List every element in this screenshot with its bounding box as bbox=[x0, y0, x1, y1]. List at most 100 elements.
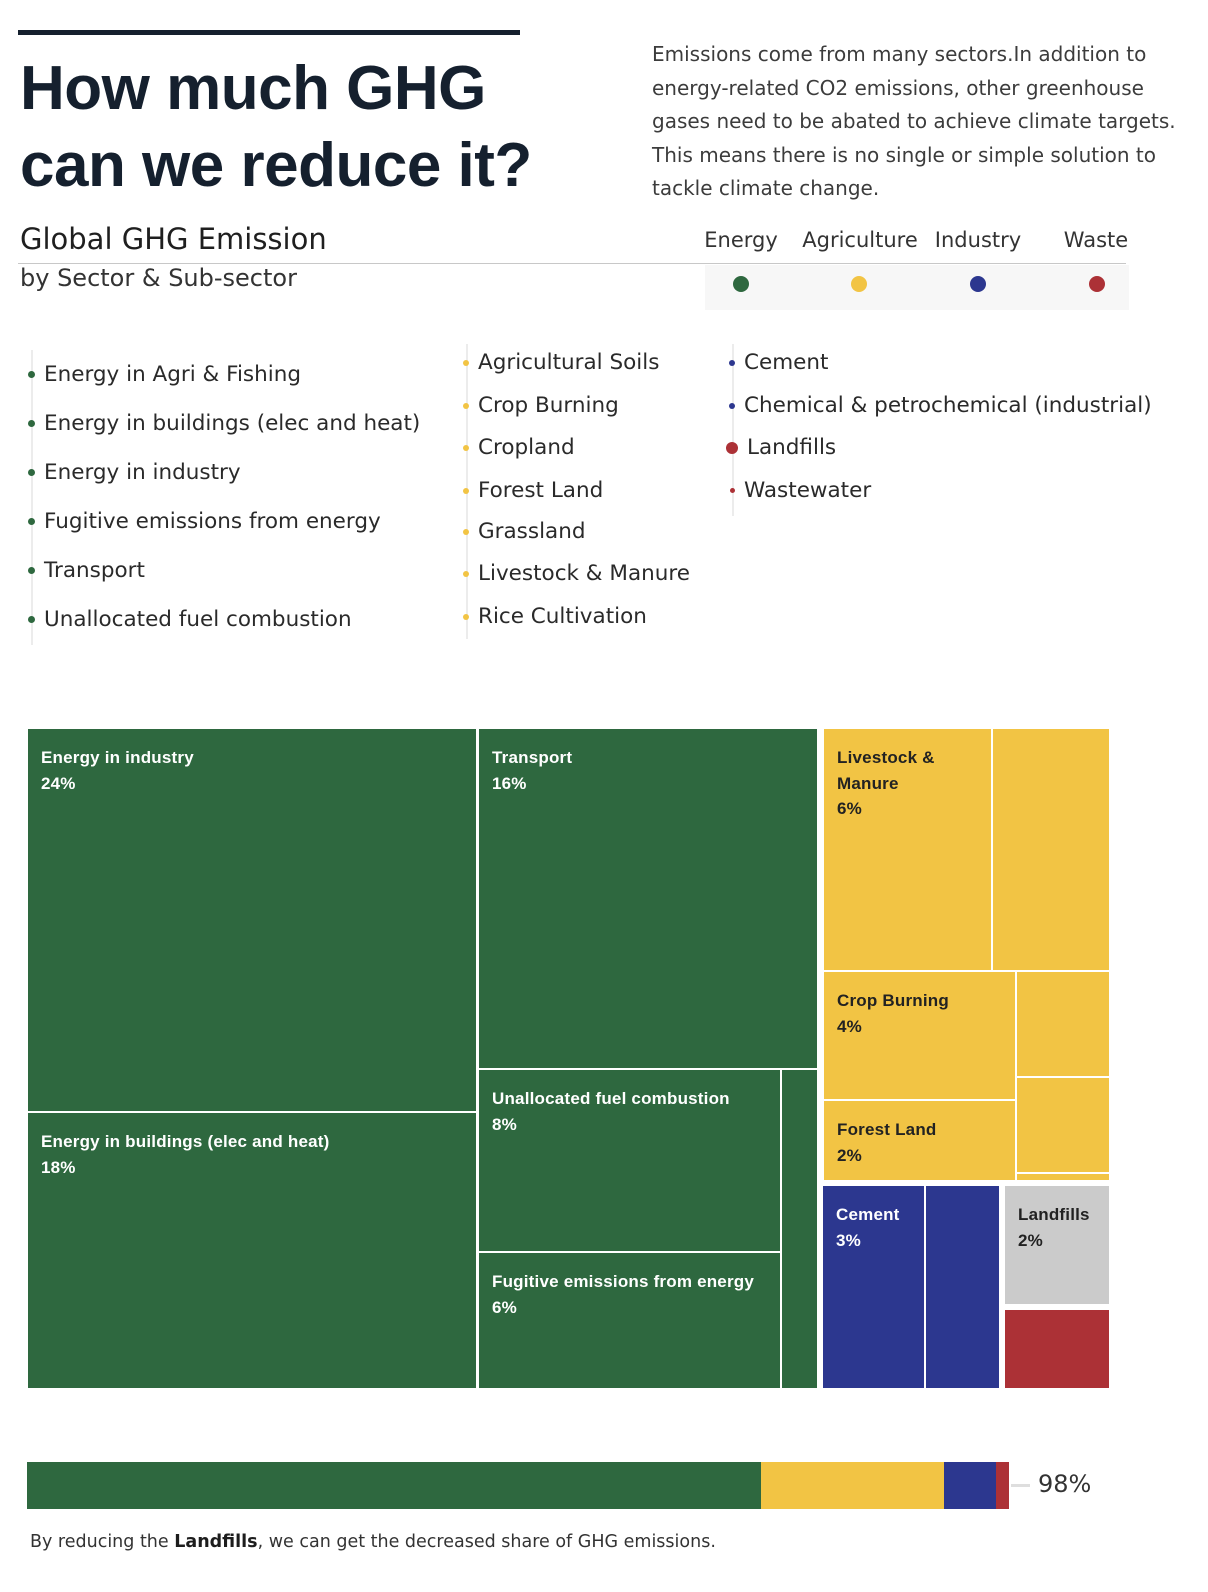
bullet-icon bbox=[463, 613, 469, 620]
share-bar-segment-agriculture[interactable] bbox=[761, 1462, 944, 1509]
treemap-cell-label: Forest Land bbox=[837, 1120, 937, 1139]
subsector-label: Grassland bbox=[478, 519, 586, 544]
subsector-item-energy-industry[interactable]: Energy in industry bbox=[28, 460, 241, 485]
treemap-cell-label: Crop Burning bbox=[837, 991, 949, 1010]
subsector-label: Energy in industry bbox=[44, 460, 241, 485]
treemap-cell-value: 18% bbox=[41, 1157, 76, 1177]
subsector-item-agricultural-soils[interactable]: Agricultural Soils bbox=[463, 350, 659, 375]
treemap-cell-livestock-manure[interactable]: Livestock & Manure 6% bbox=[822, 727, 993, 972]
treemap-cell-energy-in-industry[interactable]: Energy in industry 24% bbox=[26, 727, 478, 1113]
subsector-item-unallocated-fuel[interactable]: Unallocated fuel combustion bbox=[28, 607, 352, 632]
subsector-item-cropland[interactable]: Cropland bbox=[463, 435, 575, 460]
treemap-cell-forest-land[interactable]: Forest Land 2% bbox=[822, 1099, 1017, 1182]
bar-end-marker bbox=[1011, 1484, 1030, 1487]
subsector-item-chemical[interactable]: Chemical & petrochemical (industrial) bbox=[729, 393, 1152, 418]
treemap-cell-value: 6% bbox=[837, 799, 862, 818]
subsector-label: Forest Land bbox=[478, 478, 604, 503]
treemap-cell-energy-agri-fishing[interactable] bbox=[780, 1068, 819, 1390]
footnote-highlight: Landfills bbox=[174, 1532, 258, 1552]
treemap-cell-chemical-petrochemical[interactable] bbox=[924, 1184, 1001, 1390]
page-title: How much GHG can we reduce it? bbox=[20, 50, 620, 204]
subsector-label: Landfills bbox=[747, 435, 837, 460]
bullet-icon bbox=[28, 371, 35, 378]
treemap-cell-agricultural-soils[interactable] bbox=[991, 727, 1111, 972]
bullet-icon bbox=[28, 420, 35, 427]
treemap-cell-label: Cement bbox=[836, 1205, 900, 1224]
list-divider bbox=[732, 344, 734, 516]
chart-title: Global GHG Emission bbox=[20, 222, 327, 256]
legend-label-agriculture[interactable]: Agriculture bbox=[802, 228, 918, 252]
bullet-icon bbox=[463, 487, 469, 494]
subsector-item-transport[interactable]: Transport bbox=[28, 558, 145, 583]
treemap-cell-transport[interactable]: Transport 16% bbox=[477, 727, 819, 1070]
subsector-item-energy-agri-fishing[interactable]: Energy in Agri & Fishing bbox=[28, 362, 301, 387]
treemap-cell-value: 2% bbox=[1018, 1230, 1043, 1250]
divider bbox=[18, 263, 1126, 264]
subsector-item-livestock-manure[interactable]: Livestock & Manure bbox=[463, 561, 690, 586]
treemap-cell-energy-in-buildings[interactable]: Energy in buildings (elec and heat) 18% bbox=[26, 1111, 478, 1390]
subsector-label: Energy in buildings (elec and heat) bbox=[44, 411, 421, 436]
subsector-item-grassland[interactable]: Grassland bbox=[463, 519, 586, 544]
legend-dot-waste[interactable] bbox=[1089, 276, 1105, 292]
legend-dot-agriculture[interactable] bbox=[851, 276, 867, 292]
treemap-cell-value: 16% bbox=[492, 773, 527, 793]
share-bar-segment-industry[interactable] bbox=[943, 1462, 996, 1509]
legend-label-waste[interactable]: Waste bbox=[1063, 228, 1129, 252]
bullet-icon bbox=[463, 570, 469, 577]
subsector-label: Unallocated fuel combustion bbox=[44, 607, 352, 632]
page-title-line-1: How much GHG bbox=[20, 54, 486, 123]
share-bar-segment-energy[interactable] bbox=[27, 1462, 762, 1509]
subsector-item-rice-cultivation[interactable]: Rice Cultivation bbox=[463, 604, 647, 629]
treemap-cell-landfills[interactable]: Landfills 2% bbox=[1003, 1184, 1111, 1306]
treemap-cell-label: Landfills bbox=[1018, 1205, 1090, 1224]
subsector-item-forest-land[interactable]: Forest Land bbox=[463, 478, 603, 503]
legend-label-energy[interactable]: Energy bbox=[704, 228, 778, 252]
treemap-cell-value: 3% bbox=[836, 1230, 861, 1250]
treemap-cell-value: 2% bbox=[837, 1145, 862, 1165]
bullet-icon bbox=[729, 402, 735, 409]
footnote: By reducing the Landfills, we can get th… bbox=[30, 1532, 716, 1552]
subsector-item-cement[interactable]: Cement bbox=[729, 350, 828, 375]
bullet-icon bbox=[729, 359, 735, 366]
subsector-label: Rice Cultivation bbox=[478, 604, 647, 629]
treemap-cell-fugitive-emissions[interactable]: Fugitive emissions from energy 6% bbox=[477, 1251, 782, 1390]
page-title-line-2: can we reduce it? bbox=[20, 131, 532, 200]
treemap-cell-grassland[interactable] bbox=[1015, 1076, 1111, 1174]
legend-label-industry[interactable]: Industry bbox=[934, 228, 1022, 252]
intro-line: gases need to be abated to achieve clima… bbox=[652, 109, 1176, 133]
subsector-label: Fugitive emissions from energy bbox=[44, 509, 381, 534]
treemap-cell-crop-burning[interactable]: Crop Burning 4% bbox=[822, 970, 1017, 1101]
treemap-cell-label: Fugitive emissions from energy bbox=[492, 1272, 755, 1291]
chart-subtitle: by Sector & Sub-sector bbox=[20, 264, 297, 292]
bullet-icon bbox=[28, 616, 35, 623]
footnote-prefix: By reducing the bbox=[30, 1532, 175, 1552]
list-divider bbox=[31, 350, 33, 645]
subsector-item-energy-buildings[interactable]: Energy in buildings (elec and heat) bbox=[28, 411, 420, 436]
subsector-item-crop-burning[interactable]: Crop Burning bbox=[463, 393, 619, 418]
intro-line: Emissions come from many sectors.In addi… bbox=[652, 42, 1147, 66]
treemap-cell-label: Energy in buildings (elec and heat) bbox=[41, 1132, 330, 1151]
intro-text: Emissions come from many sectors.In addi… bbox=[652, 38, 1192, 206]
treemap-cell-wastewater[interactable] bbox=[1003, 1308, 1111, 1390]
treemap-cell-cropland[interactable] bbox=[1015, 1172, 1111, 1182]
share-bar-percentage: 98% bbox=[1038, 1470, 1092, 1498]
subsector-item-wastewater[interactable]: Wastewater bbox=[730, 478, 871, 503]
bullet-icon bbox=[28, 518, 35, 525]
bullet-icon bbox=[463, 359, 469, 366]
subsector-label: Agricultural Soils bbox=[478, 350, 660, 375]
subsector-label: Energy in Agri & Fishing bbox=[44, 362, 301, 387]
legend-dot-energy[interactable] bbox=[733, 276, 749, 292]
treemap-cell-unallocated-fuel-combustion[interactable]: Unallocated fuel combustion 8% bbox=[477, 1068, 782, 1253]
treemap-cell-value: 24% bbox=[41, 773, 76, 793]
subsector-item-fugitive-emissions[interactable]: Fugitive emissions from energy bbox=[28, 509, 381, 534]
treemap-cell-cement[interactable]: Cement 3% bbox=[822, 1184, 926, 1390]
bullet-icon bbox=[28, 567, 35, 574]
treemap-cell-rice-cultivation[interactable] bbox=[1015, 970, 1111, 1078]
share-bar-segment-waste[interactable] bbox=[995, 1462, 1009, 1509]
intro-line: This means there is no single or simple … bbox=[652, 142, 1156, 167]
subsector-label: Transport bbox=[44, 558, 145, 583]
subsector-item-landfills[interactable]: Landfills bbox=[726, 435, 836, 460]
legend-dot-industry[interactable] bbox=[970, 276, 986, 292]
bullet-icon bbox=[463, 402, 469, 409]
footnote-suffix: , we can get the decreased share of GHG … bbox=[257, 1532, 716, 1552]
